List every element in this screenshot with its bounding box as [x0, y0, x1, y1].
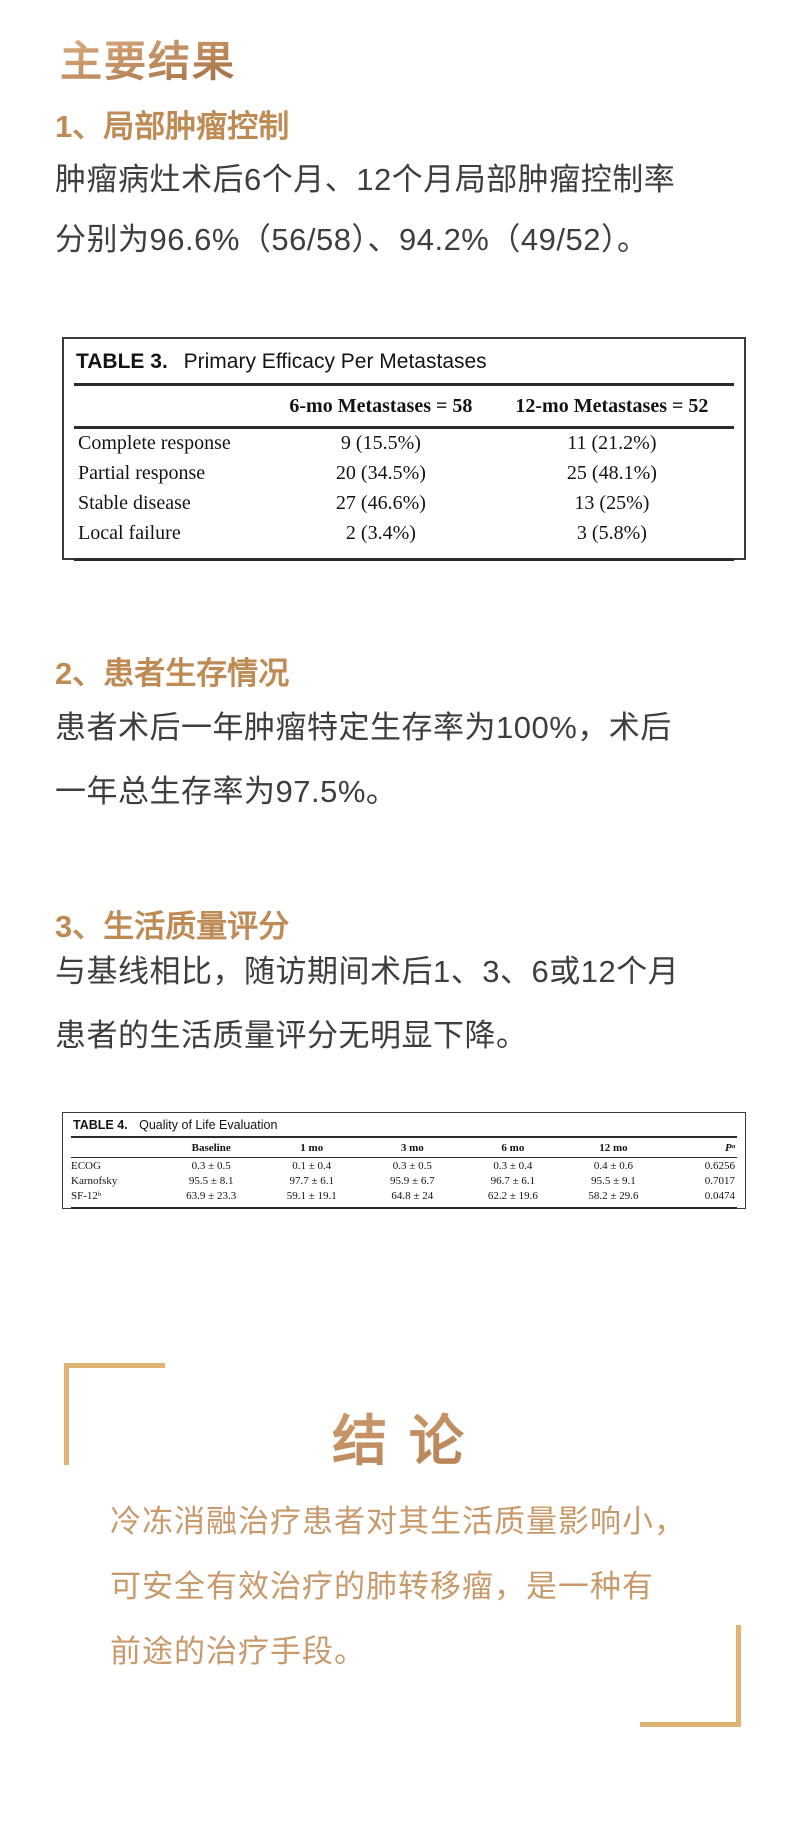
cell-6mo: 9 (15.5%): [340, 432, 421, 454]
conclusion-title: 结 论: [0, 1396, 800, 1476]
conclusion-line: 前途的治疗手段。: [110, 1634, 366, 1669]
conclusion-line: 可安全有效治疗的肺转移瘤，是一种有: [110, 1569, 654, 1604]
table-3-header-row: 6-mo Metastases = 58 12-mo Metastases = …: [74, 386, 734, 426]
table-3-grid: 6-mo Metastases = 58 12-mo Metastases = …: [74, 386, 734, 426]
table-rule: [74, 558, 734, 561]
cell-12mo: 95.5 ± 9.1: [591, 1174, 636, 1187]
cell-6mo: 96.7 ± 6.1: [490, 1174, 536, 1187]
table-3-label: TABLE 3.: [76, 350, 168, 373]
table-4-grid: Baseline 1 mo 3 mo 6 mo 12 mo Pᵃ: [71, 1138, 737, 1157]
conclusion-line: 冷冻消融治疗患者对其生活质量影响小，: [110, 1504, 686, 1539]
table-4-header-3mo: 3 mo: [400, 1141, 424, 1154]
table-4-header-empty: [71, 1138, 161, 1157]
paragraph-line: 一年总生存率为97.5%。: [55, 774, 398, 809]
cell-1mo: 59.1 ± 19.1: [286, 1189, 337, 1202]
table-4-header-1mo: 1 mo: [300, 1141, 324, 1154]
table-3-body-grid: Complete response 9 (15.5%) 11 (21.2%) P…: [74, 429, 734, 549]
table-row: Complete response 9 (15.5%) 11 (21.2%): [74, 429, 734, 459]
table-3-header-12mo: 12-mo Metastases = 52: [515, 395, 709, 417]
table-row: Local failure 2 (3.4%) 3 (5.8%): [74, 519, 734, 549]
table-rule: [71, 1136, 737, 1138]
table-rule: [74, 426, 734, 429]
table-3-title-row: TABLE 3. Primary Efficacy Per Metastases: [74, 339, 734, 383]
cell-6mo: 62.2 ± 19.6: [487, 1189, 538, 1202]
section-2-heading: 2、患者生存情况: [55, 656, 290, 691]
cell-6mo: 2 (3.4%): [345, 522, 416, 544]
section-1-paragraph: 肿瘤病灶术后6个月、12个月局部肿瘤控制率 分别为96.6%（56/58）、94…: [55, 158, 765, 278]
table-3-name: Primary Efficacy Per Metastases: [183, 350, 487, 373]
cell-12mo: 0.4 ± 0.6: [593, 1159, 633, 1172]
cell-12mo: 25 (48.1%): [566, 462, 657, 484]
table-4-title-row: TABLE 4. Quality of Life Evaluation: [71, 1113, 737, 1136]
table-row: ECOG 0.3 ± 0.5 0.1 ± 0.4 0.3 ± 0.5 0.3 ±…: [71, 1158, 737, 1173]
cell-6mo: 20 (34.5%): [335, 462, 426, 484]
cell-12mo: 11 (21.2%): [567, 432, 657, 454]
table-4-body-grid: ECOG 0.3 ± 0.5 0.1 ± 0.4 0.3 ± 0.5 0.3 ±…: [71, 1158, 737, 1203]
table-3-header-6mo: 6-mo Metastases = 58: [289, 395, 473, 417]
cell-3mo: 64.8 ± 24: [391, 1189, 434, 1202]
row-label: Karnofsky: [71, 1174, 118, 1187]
table-4-header-p: Pᵃ: [724, 1141, 735, 1154]
table-rule: [74, 383, 734, 386]
table-rule: [71, 1207, 737, 1209]
cell-p-value: 0.7017: [704, 1174, 735, 1187]
cell-3mo: 0.3 ± 0.5: [392, 1159, 432, 1172]
row-label: ECOG: [71, 1159, 101, 1172]
paragraph-line: 分别为96.6%（56/58）、94.2%（49/52）。: [55, 222, 649, 257]
table-3-primary-efficacy: TABLE 3. Primary Efficacy Per Metastases…: [62, 337, 746, 561]
section-2-paragraph: 患者术后一年肿瘤特定生存率为100%，术后 一年总生存率为97.5%。: [55, 706, 765, 834]
table-4-header-baseline: Baseline: [191, 1141, 231, 1154]
cell-6mo: 0.3 ± 0.4: [493, 1159, 533, 1172]
page-title: 主要结果: [60, 28, 236, 89]
cell-1mo: 97.7 ± 6.1: [289, 1174, 335, 1187]
section-3-paragraph: 与基线相比，随访期间术后1、3、6或12个月 患者的生活质量评分无明显下降。: [55, 950, 765, 1078]
section-3-heading: 3、生活质量评分: [55, 909, 290, 944]
cell-3mo: 95.9 ± 6.7: [390, 1174, 435, 1187]
paragraph-line: 肿瘤病灶术后6个月、12个月局部肿瘤控制率: [55, 162, 676, 197]
cell-p-value: 0.6256: [704, 1159, 735, 1172]
table-4-header-row: Baseline 1 mo 3 mo 6 mo 12 mo Pᵃ: [71, 1138, 737, 1157]
table-3-header-empty: [74, 386, 272, 426]
cell-p-value: 0.0474: [704, 1189, 735, 1202]
row-label: Local failure: [78, 522, 181, 544]
section-1-heading: 1、局部肿瘤控制: [55, 109, 290, 144]
table-row: SF-12ᵇ 63.9 ± 23.3 59.1 ± 19.1 64.8 ± 24…: [71, 1188, 737, 1203]
cell-1mo: 0.1 ± 0.4: [292, 1159, 332, 1172]
paragraph-line: 患者的生活质量评分无明显下降。: [55, 1018, 528, 1053]
cell-12mo: 13 (25%): [574, 492, 650, 514]
cell-12mo: 3 (5.8%): [576, 522, 647, 544]
conclusion-paragraph: 冷冻消融治疗患者对其生活质量影响小， 可安全有效治疗的肺转移瘤，是一种有 前途的…: [110, 1500, 750, 1695]
table-row: Partial response 20 (34.5%) 25 (48.1%): [74, 459, 734, 489]
table-4-inner: TABLE 4. Quality of Life Evaluation Base…: [63, 1113, 745, 1209]
corner-bracket-top-left: [64, 1363, 165, 1465]
row-label: Partial response: [78, 462, 206, 484]
cell-baseline: 95.5 ± 8.1: [188, 1174, 234, 1187]
table-rule: [71, 1156, 737, 1158]
table-row: Karnofsky 95.5 ± 8.1 97.7 ± 6.1 95.9 ± 6…: [71, 1173, 737, 1188]
table-4-quality-of-life: TABLE 4. Quality of Life Evaluation Base…: [62, 1112, 746, 1209]
table-bottom-space: [74, 549, 734, 558]
cell-12mo: 58.2 ± 29.6: [588, 1189, 639, 1202]
paragraph-line: 患者术后一年肿瘤特定生存率为100%，术后: [55, 710, 672, 745]
table-3-inner: TABLE 3. Primary Efficacy Per Metastases…: [64, 339, 744, 561]
cell-baseline: 63.9 ± 23.3: [186, 1189, 237, 1202]
table-4-label: TABLE 4.: [73, 1118, 128, 1132]
row-label: SF-12ᵇ: [71, 1189, 102, 1202]
table-4-name: Quality of Life Evaluation: [139, 1118, 278, 1132]
table-4-header-12mo: 12 mo: [599, 1141, 628, 1154]
cell-6mo: 27 (46.6%): [335, 492, 426, 514]
cell-baseline: 0.3 ± 0.5: [191, 1159, 231, 1172]
corner-bracket-bottom-right: [640, 1625, 741, 1727]
row-label: Stable disease: [78, 492, 191, 514]
paragraph-line: 与基线相比，随访期间术后1、3、6或12个月: [55, 954, 680, 989]
table-4-header-6mo: 6 mo: [501, 1141, 525, 1154]
row-label: Complete response: [78, 432, 231, 454]
table-row: Stable disease 27 (46.6%) 13 (25%): [74, 489, 734, 519]
